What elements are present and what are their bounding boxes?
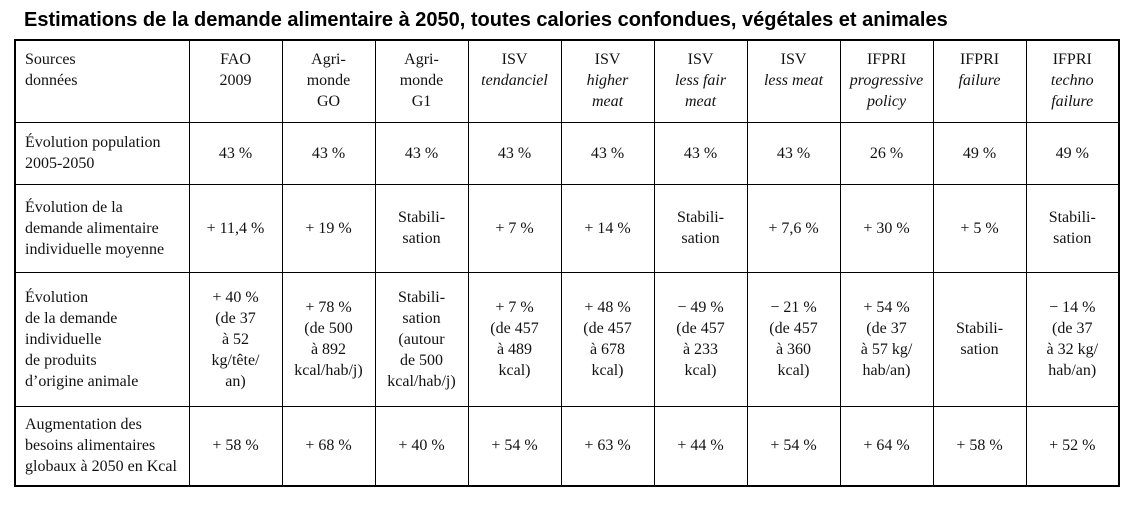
table-row: Évolution population 2005-2050 43 % 43 % 43… bbox=[14, 121, 1120, 185]
data-cell: Stabili- sation bbox=[653, 183, 748, 273]
column-header: FAO 2009 bbox=[188, 39, 283, 123]
column-scenario-name: techno failure bbox=[1050, 72, 1094, 110]
data-cell: + 40 % (de 37 à 52 kg/tête/ an) bbox=[188, 271, 283, 407]
data-cell: 43 % bbox=[188, 121, 283, 185]
data-cell: + 7 % bbox=[467, 183, 562, 273]
data-cell: + 58 % bbox=[932, 405, 1027, 487]
data-cell: 43 % bbox=[374, 121, 469, 185]
data-cell: + 63 % bbox=[560, 405, 655, 487]
header-row: Sources données FAO 2009 Agri- monde GO Ag… bbox=[14, 39, 1120, 123]
page-title: Estimations de la demande alimentaire à … bbox=[24, 9, 948, 31]
data-cell: + 54 % bbox=[746, 405, 841, 487]
row-label: Évolution de la demande alimentaire indi… bbox=[14, 183, 190, 273]
column-source-name: IFPRI bbox=[959, 51, 1000, 68]
data-cell: + 52 % bbox=[1025, 405, 1120, 487]
column-source-name: ISV bbox=[780, 51, 807, 68]
data-cell: + 68 % bbox=[281, 405, 376, 487]
table-header: Sources données FAO 2009 Agri- monde GO Ag… bbox=[14, 39, 1120, 123]
column-header: Agri- monde GO bbox=[281, 39, 376, 123]
data-cell: + 54 % (de 37 à 57 kg/ hab/an) bbox=[839, 271, 934, 407]
data-cell: − 21 % (de 457 à 360 kcal) bbox=[746, 271, 841, 407]
data-cell: + 7,6 % bbox=[746, 183, 841, 273]
column-source-name: ISV bbox=[501, 51, 528, 68]
data-cell: Stabili- sation bbox=[1025, 183, 1120, 273]
column-scenario-name: higher meat bbox=[586, 72, 629, 110]
row-label: Évolution population 2005-2050 bbox=[14, 121, 190, 185]
data-cell: 26 % bbox=[839, 121, 934, 185]
data-cell: + 5 % bbox=[932, 183, 1027, 273]
table-row: Augmentation des besoins alimentaires gl… bbox=[14, 405, 1120, 487]
column-source-name: Agri- monde GO bbox=[306, 51, 351, 110]
column-header: ISV less fair meat bbox=[653, 39, 748, 123]
column-scenario-name: failure bbox=[958, 72, 1001, 89]
row-label: Augmentation des besoins alimentaires gl… bbox=[14, 405, 190, 487]
column-header: ISV less meat bbox=[746, 39, 841, 123]
table-body: Évolution population 2005-2050 43 % 43 % 43… bbox=[14, 121, 1120, 487]
column-source-name: IFPRI bbox=[866, 51, 907, 68]
column-header: Agri- monde G1 bbox=[374, 39, 469, 123]
column-scenario-name: less meat bbox=[763, 72, 824, 89]
column-scenario-name: less fair meat bbox=[674, 72, 727, 110]
data-cell: + 30 % bbox=[839, 183, 934, 273]
data-cell: 49 % bbox=[1025, 121, 1120, 185]
data-cell: Stabili- sation (autour de 500 kcal/hab/… bbox=[374, 271, 469, 407]
data-cell: + 58 % bbox=[188, 405, 283, 487]
data-cell: + 40 % bbox=[374, 405, 469, 487]
data-cell: Stabili- sation bbox=[932, 271, 1027, 407]
column-source-name: ISV bbox=[687, 51, 714, 68]
data-cell: 49 % bbox=[932, 121, 1027, 185]
data-cell: + 44 % bbox=[653, 405, 748, 487]
column-source-name: IFPRI bbox=[1052, 51, 1092, 68]
data-cell: − 49 % (de 457 à 233 kcal) bbox=[653, 271, 748, 407]
data-cell: + 48 % (de 457 à 678 kcal) bbox=[560, 271, 655, 407]
column-header: IFPRI failure bbox=[932, 39, 1027, 123]
data-cell: 43 % bbox=[281, 121, 376, 185]
column-header: IFPRI progressive policy bbox=[839, 39, 934, 123]
data-cell: + 78 % (de 500 à 892 kcal/hab/j) bbox=[281, 271, 376, 407]
data-cell: + 7 % (de 457 à 489 kcal) bbox=[467, 271, 562, 407]
column-source-name: Agri- monde G1 bbox=[399, 51, 444, 110]
data-cell: + 14 % bbox=[560, 183, 655, 273]
column-source-name: ISV bbox=[594, 51, 621, 68]
data-cell: 43 % bbox=[560, 121, 655, 185]
row-label: Évolution de la demande individuelle de … bbox=[14, 271, 190, 407]
column-header: ISV tendanciel bbox=[467, 39, 562, 123]
column-header: IFPRI techno failure bbox=[1025, 39, 1120, 123]
data-cell: + 11,4 % bbox=[188, 183, 283, 273]
corner-cell-sources: Sources données bbox=[14, 39, 190, 123]
column-header: ISV higher meat bbox=[560, 39, 655, 123]
data-cell: + 54 % bbox=[467, 405, 562, 487]
data-cell: + 19 % bbox=[281, 183, 376, 273]
data-cell: 43 % bbox=[653, 121, 748, 185]
column-scenario-name: tendanciel bbox=[481, 72, 548, 89]
data-cell: Stabili- sation bbox=[374, 183, 469, 273]
data-cell: 43 % bbox=[746, 121, 841, 185]
column-scenario-name: progressive policy bbox=[849, 72, 924, 110]
food-demand-table: Sources données FAO 2009 Agri- monde GO Ag… bbox=[14, 39, 1120, 487]
data-cell: − 14 % (de 37 à 32 kg/ hab/an) bbox=[1025, 271, 1120, 407]
data-cell: + 64 % bbox=[839, 405, 934, 487]
table-row: Évolution de la demande individuelle de … bbox=[14, 271, 1120, 407]
data-cell: 43 % bbox=[467, 121, 562, 185]
column-source-name: FAO 2009 bbox=[219, 51, 252, 89]
table-row: Évolution de la demande alimentaire indi… bbox=[14, 183, 1120, 273]
